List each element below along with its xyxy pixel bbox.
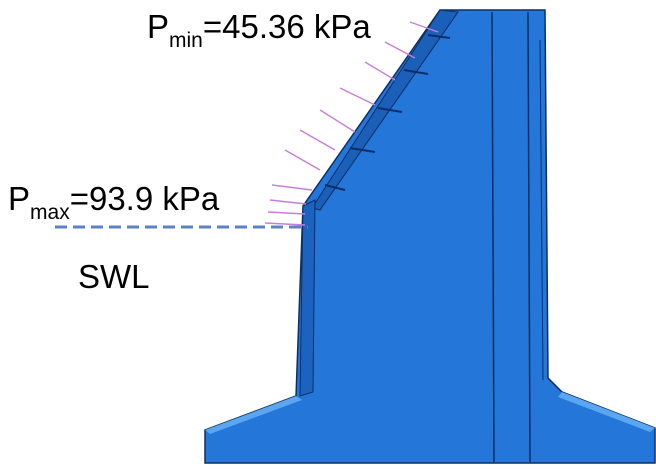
arrow <box>384 41 416 59</box>
structure-body <box>204 9 656 464</box>
value: =45.36 kPa <box>203 8 372 45</box>
subscript: min <box>169 29 203 52</box>
rib <box>349 147 376 153</box>
left-wall <box>299 199 316 397</box>
base-edge-left <box>205 396 302 434</box>
base-edge-right <box>558 392 655 432</box>
rib <box>377 107 403 113</box>
arrow <box>319 109 356 133</box>
rib <box>324 184 346 191</box>
arrow <box>409 21 439 33</box>
arrow <box>339 87 376 106</box>
arrow <box>269 199 307 205</box>
arrow <box>299 129 336 151</box>
arrow <box>264 222 306 226</box>
symbol: P <box>147 8 169 45</box>
arrow <box>284 149 321 171</box>
arrow <box>267 211 306 215</box>
p-max-label: Pmax=93.9 kPa <box>8 180 220 224</box>
rib <box>427 34 451 39</box>
inner-line <box>539 39 544 381</box>
arrow <box>271 184 313 191</box>
rib <box>403 69 429 75</box>
symbol: P <box>8 180 30 217</box>
value: =93.9 kPa <box>70 180 220 217</box>
inner-line <box>527 11 531 463</box>
arrow <box>364 61 396 81</box>
subscript: max <box>30 201 70 224</box>
breakwater-model <box>204 9 656 464</box>
pressure-arrows <box>264 21 439 226</box>
p-min-label: Pmin=45.36 kPa <box>147 8 371 52</box>
swl-label: SWL <box>78 258 150 295</box>
inner-line <box>491 11 495 463</box>
